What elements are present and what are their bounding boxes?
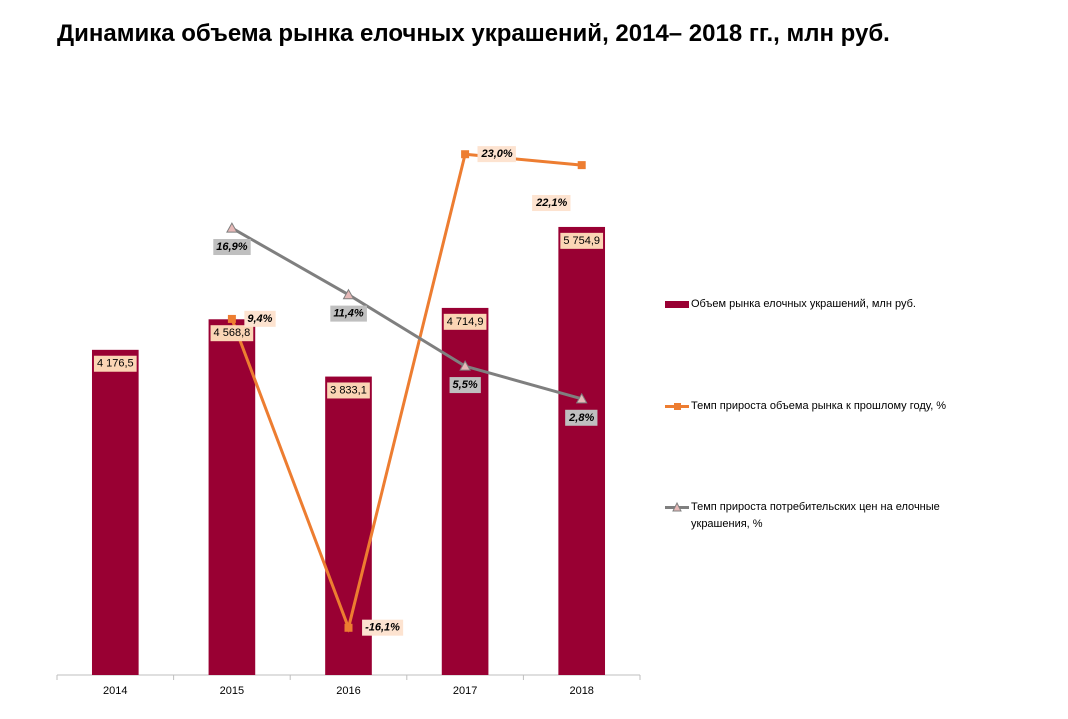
value-label: 2,8% [565, 409, 598, 426]
data-label: 4 714,9 [447, 316, 484, 328]
legend-label: Темп прироста объема рынка к прошлому го… [691, 400, 947, 412]
value-label: 23,0% [477, 146, 516, 163]
legend-marker [674, 403, 681, 410]
marker [227, 314, 236, 323]
label-box [560, 232, 604, 249]
legend-label: Объем рынка елочных украшений, млн руб. [691, 298, 916, 310]
value-label: 5,5% [449, 377, 481, 394]
label-box [565, 409, 598, 426]
label-box [443, 313, 487, 330]
data-label: 2,8% [568, 412, 594, 424]
label-box [449, 377, 481, 394]
marker [342, 288, 355, 300]
legend-item: Темп прироста объема рынка к прошлому го… [665, 398, 985, 415]
value-label: 5 754,9 [560, 232, 604, 249]
marker [226, 222, 238, 233]
data-label: 9,4% [247, 313, 272, 325]
marker [577, 161, 586, 170]
value-label: 22,1% [532, 195, 571, 212]
data-label: 3 833,1 [330, 384, 367, 396]
line [230, 152, 582, 633]
legend-item: Объем рынка елочных украшений, млн руб. [665, 296, 985, 313]
legend-key [665, 301, 689, 308]
marker [461, 150, 470, 159]
label-box [330, 305, 367, 322]
legend-marker [672, 501, 682, 512]
label-box [244, 310, 276, 327]
legend-label: Темп прироста потребительских цен на ело… [691, 501, 940, 530]
label-box [210, 325, 254, 342]
line [231, 226, 583, 401]
x-tick-label: 2016 [336, 685, 360, 697]
value-label: 4 714,9 [443, 313, 487, 330]
data-label: 5,5% [453, 379, 478, 391]
data-label: 4 568,8 [214, 327, 251, 339]
x-tick-label: 2017 [453, 685, 477, 697]
data-label: 23,0% [480, 148, 512, 160]
x-tick-label: 2015 [220, 685, 244, 697]
value-label: 16,9% [213, 239, 251, 256]
marker [459, 360, 471, 371]
x-tick-label: 2014 [103, 685, 127, 697]
data-label: 5 754,9 [563, 235, 600, 247]
label-box [362, 619, 404, 636]
data-label: 4 176,5 [97, 358, 134, 370]
value-label: 11,4% [330, 305, 367, 322]
label-box [213, 239, 251, 256]
label-box [93, 355, 137, 372]
data-label: 11,4% [333, 308, 364, 320]
label-box [327, 382, 370, 399]
legend-key [665, 501, 689, 512]
legend-item: Темп прироста потребительских цен на ело… [665, 499, 985, 533]
data-label: -16,1% [365, 622, 400, 634]
value-label: 4 568,8 [210, 325, 254, 342]
legend-key [665, 403, 689, 410]
legend-swatch [665, 301, 689, 308]
label-box [532, 195, 571, 212]
label-box [477, 146, 516, 163]
data-label: 16,9% [216, 241, 247, 253]
value-label: 3 833,1 [327, 382, 370, 399]
bar [558, 226, 606, 675]
value-label: 4 176,5 [93, 355, 137, 372]
bar [208, 319, 256, 675]
value-label: -16,1% [362, 619, 404, 636]
x-tick-label: 2018 [569, 685, 593, 697]
bar [91, 349, 139, 675]
marker [344, 623, 353, 632]
value-label: 9,4% [244, 310, 276, 327]
marker [575, 392, 588, 404]
chart-title: Динамика объема рынка елочных украшений,… [57, 20, 890, 47]
data-label: 22,1% [535, 197, 567, 209]
